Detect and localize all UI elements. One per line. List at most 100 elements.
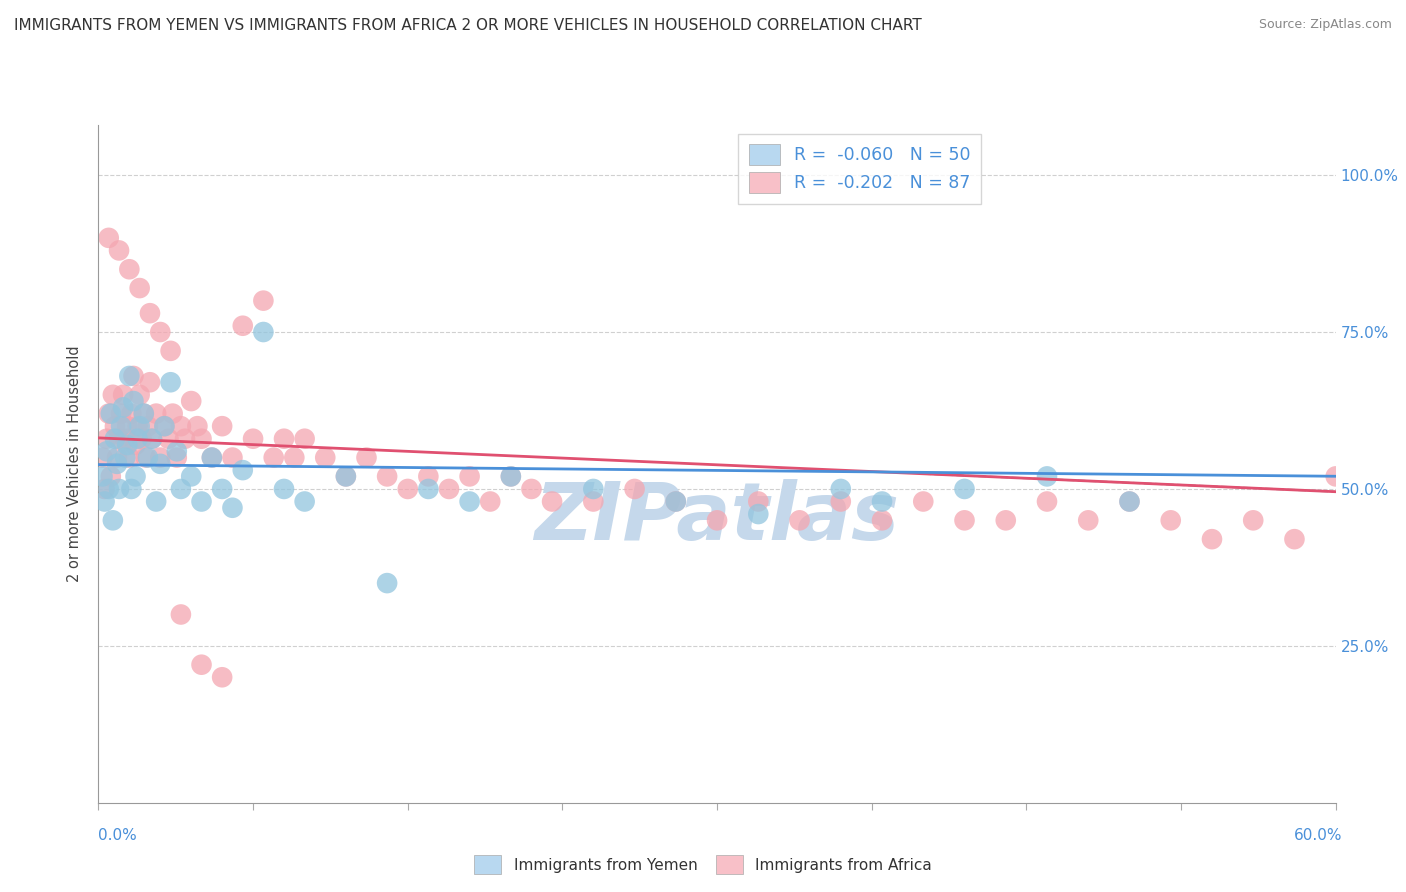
Point xyxy=(186,419,208,434)
Point xyxy=(665,494,688,508)
Point xyxy=(747,494,769,508)
Point xyxy=(211,670,233,684)
Point xyxy=(127,432,149,446)
Point xyxy=(252,325,274,339)
Point xyxy=(149,457,172,471)
Point xyxy=(122,368,145,383)
Point xyxy=(118,368,141,383)
Point xyxy=(1160,513,1182,527)
Point xyxy=(211,482,233,496)
Point xyxy=(159,343,181,358)
Point xyxy=(953,482,976,496)
Point xyxy=(153,419,176,434)
Point xyxy=(263,450,285,465)
Point xyxy=(149,450,172,465)
Point xyxy=(418,469,440,483)
Point xyxy=(335,469,357,483)
Point xyxy=(180,469,202,483)
Point xyxy=(870,513,893,527)
Point xyxy=(136,450,159,465)
Point xyxy=(120,407,142,421)
Point xyxy=(499,469,522,483)
Point xyxy=(122,394,145,409)
Point xyxy=(232,318,254,333)
Point xyxy=(117,438,139,452)
Point xyxy=(93,482,115,496)
Point xyxy=(190,657,212,672)
Point xyxy=(479,494,502,508)
Point xyxy=(623,482,645,496)
Point xyxy=(1241,513,1264,527)
Point xyxy=(112,401,135,415)
Point xyxy=(170,419,193,434)
Point xyxy=(273,432,295,446)
Point xyxy=(166,444,188,458)
Point xyxy=(190,494,212,508)
Point xyxy=(174,432,197,446)
Point xyxy=(105,457,128,471)
Point xyxy=(110,407,132,421)
Point xyxy=(356,450,378,465)
Point xyxy=(159,376,181,390)
Point xyxy=(91,450,114,465)
Point xyxy=(1036,494,1059,508)
Point xyxy=(582,482,605,496)
Point xyxy=(139,376,162,390)
Point xyxy=(1118,494,1140,508)
Point xyxy=(375,469,398,483)
Point xyxy=(170,482,193,496)
Point xyxy=(124,469,146,483)
Point xyxy=(96,444,118,458)
Point xyxy=(101,513,124,527)
Text: IMMIGRANTS FROM YEMEN VS IMMIGRANTS FROM AFRICA 2 OR MORE VEHICLES IN HOUSEHOLD : IMMIGRANTS FROM YEMEN VS IMMIGRANTS FROM… xyxy=(14,18,922,33)
Point xyxy=(294,432,316,446)
Point xyxy=(141,432,163,446)
Point xyxy=(120,482,142,496)
Point xyxy=(97,482,120,496)
Point xyxy=(458,494,481,508)
Point xyxy=(437,482,460,496)
Text: ZIPatlas: ZIPatlas xyxy=(534,479,900,558)
Point xyxy=(100,407,122,421)
Point xyxy=(1201,532,1223,546)
Point xyxy=(499,469,522,483)
Point xyxy=(418,482,440,496)
Point xyxy=(1036,469,1059,483)
Point xyxy=(110,419,132,434)
Text: 0.0%: 0.0% xyxy=(98,828,138,843)
Point xyxy=(97,231,120,245)
Point xyxy=(283,450,305,465)
Point xyxy=(1324,469,1347,483)
Point xyxy=(252,293,274,308)
Point xyxy=(294,494,316,508)
Point xyxy=(149,325,172,339)
Point xyxy=(314,450,336,465)
Point xyxy=(118,262,141,277)
Point xyxy=(135,450,157,465)
Point xyxy=(114,432,136,446)
Point xyxy=(162,407,184,421)
Point xyxy=(201,450,224,465)
Point xyxy=(93,494,115,508)
Point xyxy=(108,432,131,446)
Point xyxy=(870,494,893,508)
Point xyxy=(1284,532,1306,546)
Point xyxy=(145,494,167,508)
Point xyxy=(396,482,419,496)
Point xyxy=(118,450,141,465)
Point xyxy=(132,407,155,421)
Point xyxy=(139,306,162,320)
Point xyxy=(131,432,153,446)
Point xyxy=(141,432,163,446)
Text: 60.0%: 60.0% xyxy=(1295,828,1343,843)
Point xyxy=(912,494,935,508)
Point xyxy=(132,407,155,421)
Point xyxy=(830,494,852,508)
Point xyxy=(180,394,202,409)
Point xyxy=(157,432,180,446)
Point xyxy=(153,419,176,434)
Point xyxy=(273,482,295,496)
Point xyxy=(458,469,481,483)
Point xyxy=(830,482,852,496)
Legend: R =  -0.060   N = 50, R =  -0.202   N = 87: R = -0.060 N = 50, R = -0.202 N = 87 xyxy=(738,134,980,203)
